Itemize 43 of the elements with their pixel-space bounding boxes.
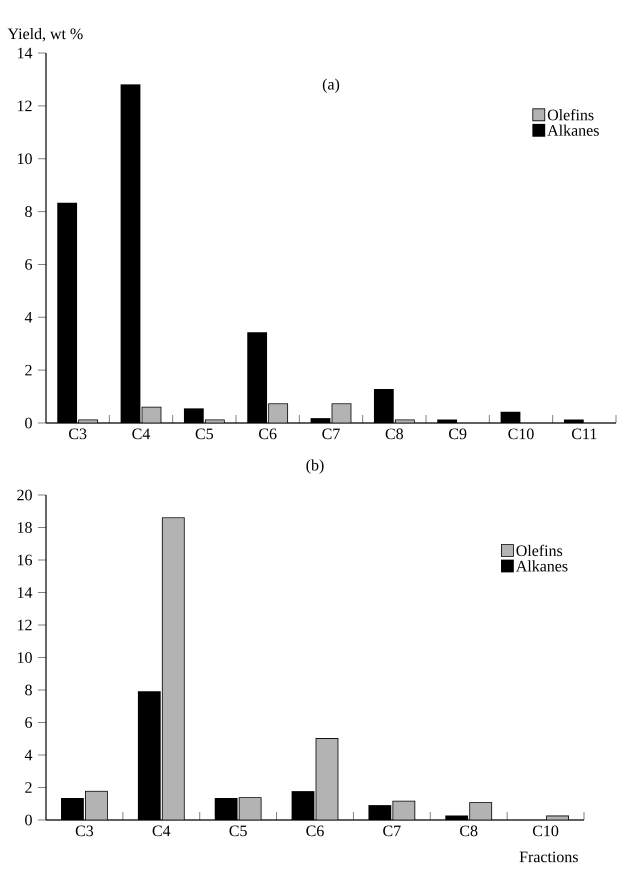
x-tick-label: C7 bbox=[383, 826, 401, 836]
y-tick-label: 12 bbox=[18, 100, 32, 112]
x-tick-label: C5 bbox=[229, 826, 247, 836]
y-tick-label: 0 bbox=[25, 814, 32, 826]
x-tick-label: C5 bbox=[196, 428, 214, 440]
legend-label: Olefins bbox=[516, 544, 562, 556]
x-tick-label: C9 bbox=[449, 428, 466, 440]
y-tick-label: 10 bbox=[18, 652, 32, 663]
legend-label: Alkanes bbox=[547, 124, 599, 136]
y-tick-label: 4 bbox=[24, 750, 32, 760]
x-tick-label: C6 bbox=[259, 428, 276, 440]
x-tick-label: C8 bbox=[386, 428, 404, 440]
y-axis-title: Yield, wt % bbox=[8, 28, 83, 42]
x-tick-label: C4 bbox=[132, 428, 150, 440]
y-tick-label: 2 bbox=[25, 782, 32, 793]
x-tick-label: C10 bbox=[508, 428, 534, 440]
y-tick-label: 0 bbox=[25, 418, 32, 428]
y-tick-label: 14 bbox=[18, 587, 32, 598]
y-tick-label: 2 bbox=[25, 364, 32, 376]
y-tick-label: 14 bbox=[18, 48, 32, 58]
y-tick-label: 6 bbox=[25, 259, 32, 270]
x-tick-label: C7 bbox=[322, 428, 340, 440]
y-tick-label: 18 bbox=[18, 522, 32, 533]
x-axis-title: Fractions bbox=[520, 852, 578, 862]
y-tick-label: 4 bbox=[24, 312, 32, 323]
legend-label: Alkanes bbox=[516, 560, 568, 572]
y-tick-label: 16 bbox=[18, 554, 32, 566]
legend-label: Olefins bbox=[548, 109, 594, 120]
x-tick-label: C3 bbox=[76, 826, 94, 836]
y-tick-label: 10 bbox=[18, 153, 32, 164]
x-tick-label: C8 bbox=[460, 826, 478, 836]
chart-title: (b) bbox=[306, 459, 324, 474]
y-tick-label: 12 bbox=[18, 620, 32, 630]
y-tick-label: 8 bbox=[25, 206, 32, 217]
x-tick-label: C10 bbox=[532, 826, 558, 836]
x-tick-label: C11 bbox=[572, 428, 596, 440]
y-tick-label: 20 bbox=[17, 490, 32, 500]
text: (a) bbox=[322, 78, 340, 93]
y-tick-label: 8 bbox=[25, 684, 32, 696]
x-tick-label: C4 bbox=[152, 826, 170, 836]
x-tick-label: C6 bbox=[306, 826, 324, 836]
x-tick-label: C3 bbox=[69, 428, 86, 440]
y-tick-label: 6 bbox=[25, 717, 32, 728]
